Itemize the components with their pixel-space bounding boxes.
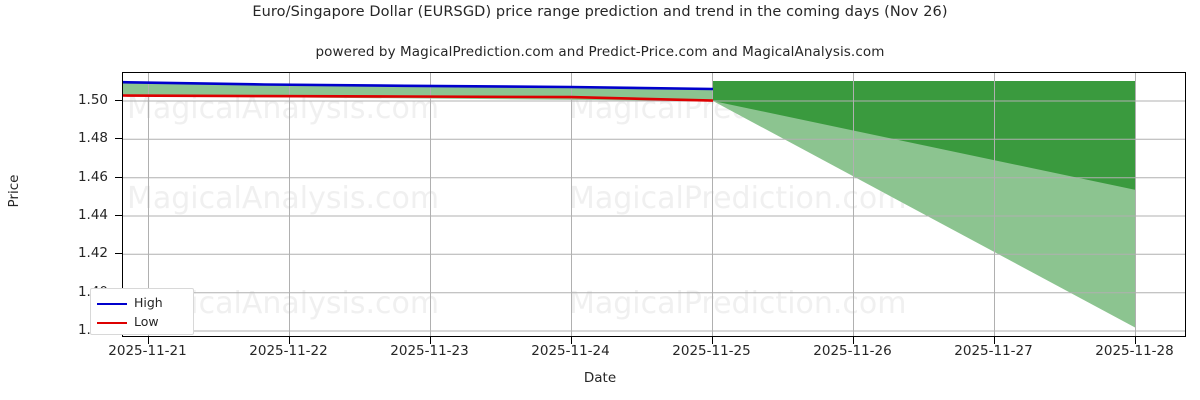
x-tick-mark [993,337,995,344]
x-tick-label: 2025-11-22 [249,343,328,359]
x-tick-label: 2025-11-28 [1095,343,1174,359]
x-tick-mark [852,337,854,344]
chart-subtitle: powered by MagicalPrediction.com and Pre… [315,44,885,60]
x-tick-label: 2025-11-21 [108,343,187,359]
x-tick-mark [570,337,572,344]
x-tick-label: 2025-11-25 [672,343,751,359]
chart-canvas [123,73,1185,336]
x-tick-label: 2025-11-27 [954,343,1033,359]
series-line-low [123,94,714,102]
y-axis-label: Price [6,174,22,208]
x-tick-label: 2025-11-24 [531,343,610,359]
legend-swatch-low [97,321,127,324]
y-tick-mark [115,138,122,140]
y-tick-label: 1.42 [77,245,108,262]
y-tick-mark [115,176,122,178]
legend-item-high: High [97,294,187,313]
x-tick-mark [429,337,431,344]
chart-legend: High Low [90,288,194,335]
y-tick-mark [115,100,122,101]
x-tick-mark [288,337,290,344]
x-axis-label: Date [583,370,617,386]
y-tick-label: 1.50 [77,92,108,108]
forecast-upper-cone [713,81,1136,190]
series-line-high [123,80,714,91]
x-tick-label: 2025-11-23 [390,343,469,359]
legend-label-low: Low [134,314,159,330]
legend-swatch-high [97,302,127,305]
gridlines-horizontal [123,100,1185,332]
x-tick-mark [711,337,713,344]
plot-area: MagicalAnalysis.com MagicalPrediction.co… [122,72,1186,337]
y-tick-label: 1.44 [77,207,108,223]
chart-title: Euro/Singapore Dollar (EURSGD) price ran… [252,4,948,20]
x-tick-mark [1134,337,1136,344]
legend-item-low: Low [97,313,187,332]
y-tick-label: 1.48 [77,130,108,147]
x-tick-label: 2025-11-26 [813,343,892,359]
y-tick-mark [115,215,122,216]
x-tick-mark [147,337,149,344]
legend-label-high: High [134,295,163,311]
y-tick-label: 1.46 [77,168,108,185]
y-tick-mark [115,253,122,255]
